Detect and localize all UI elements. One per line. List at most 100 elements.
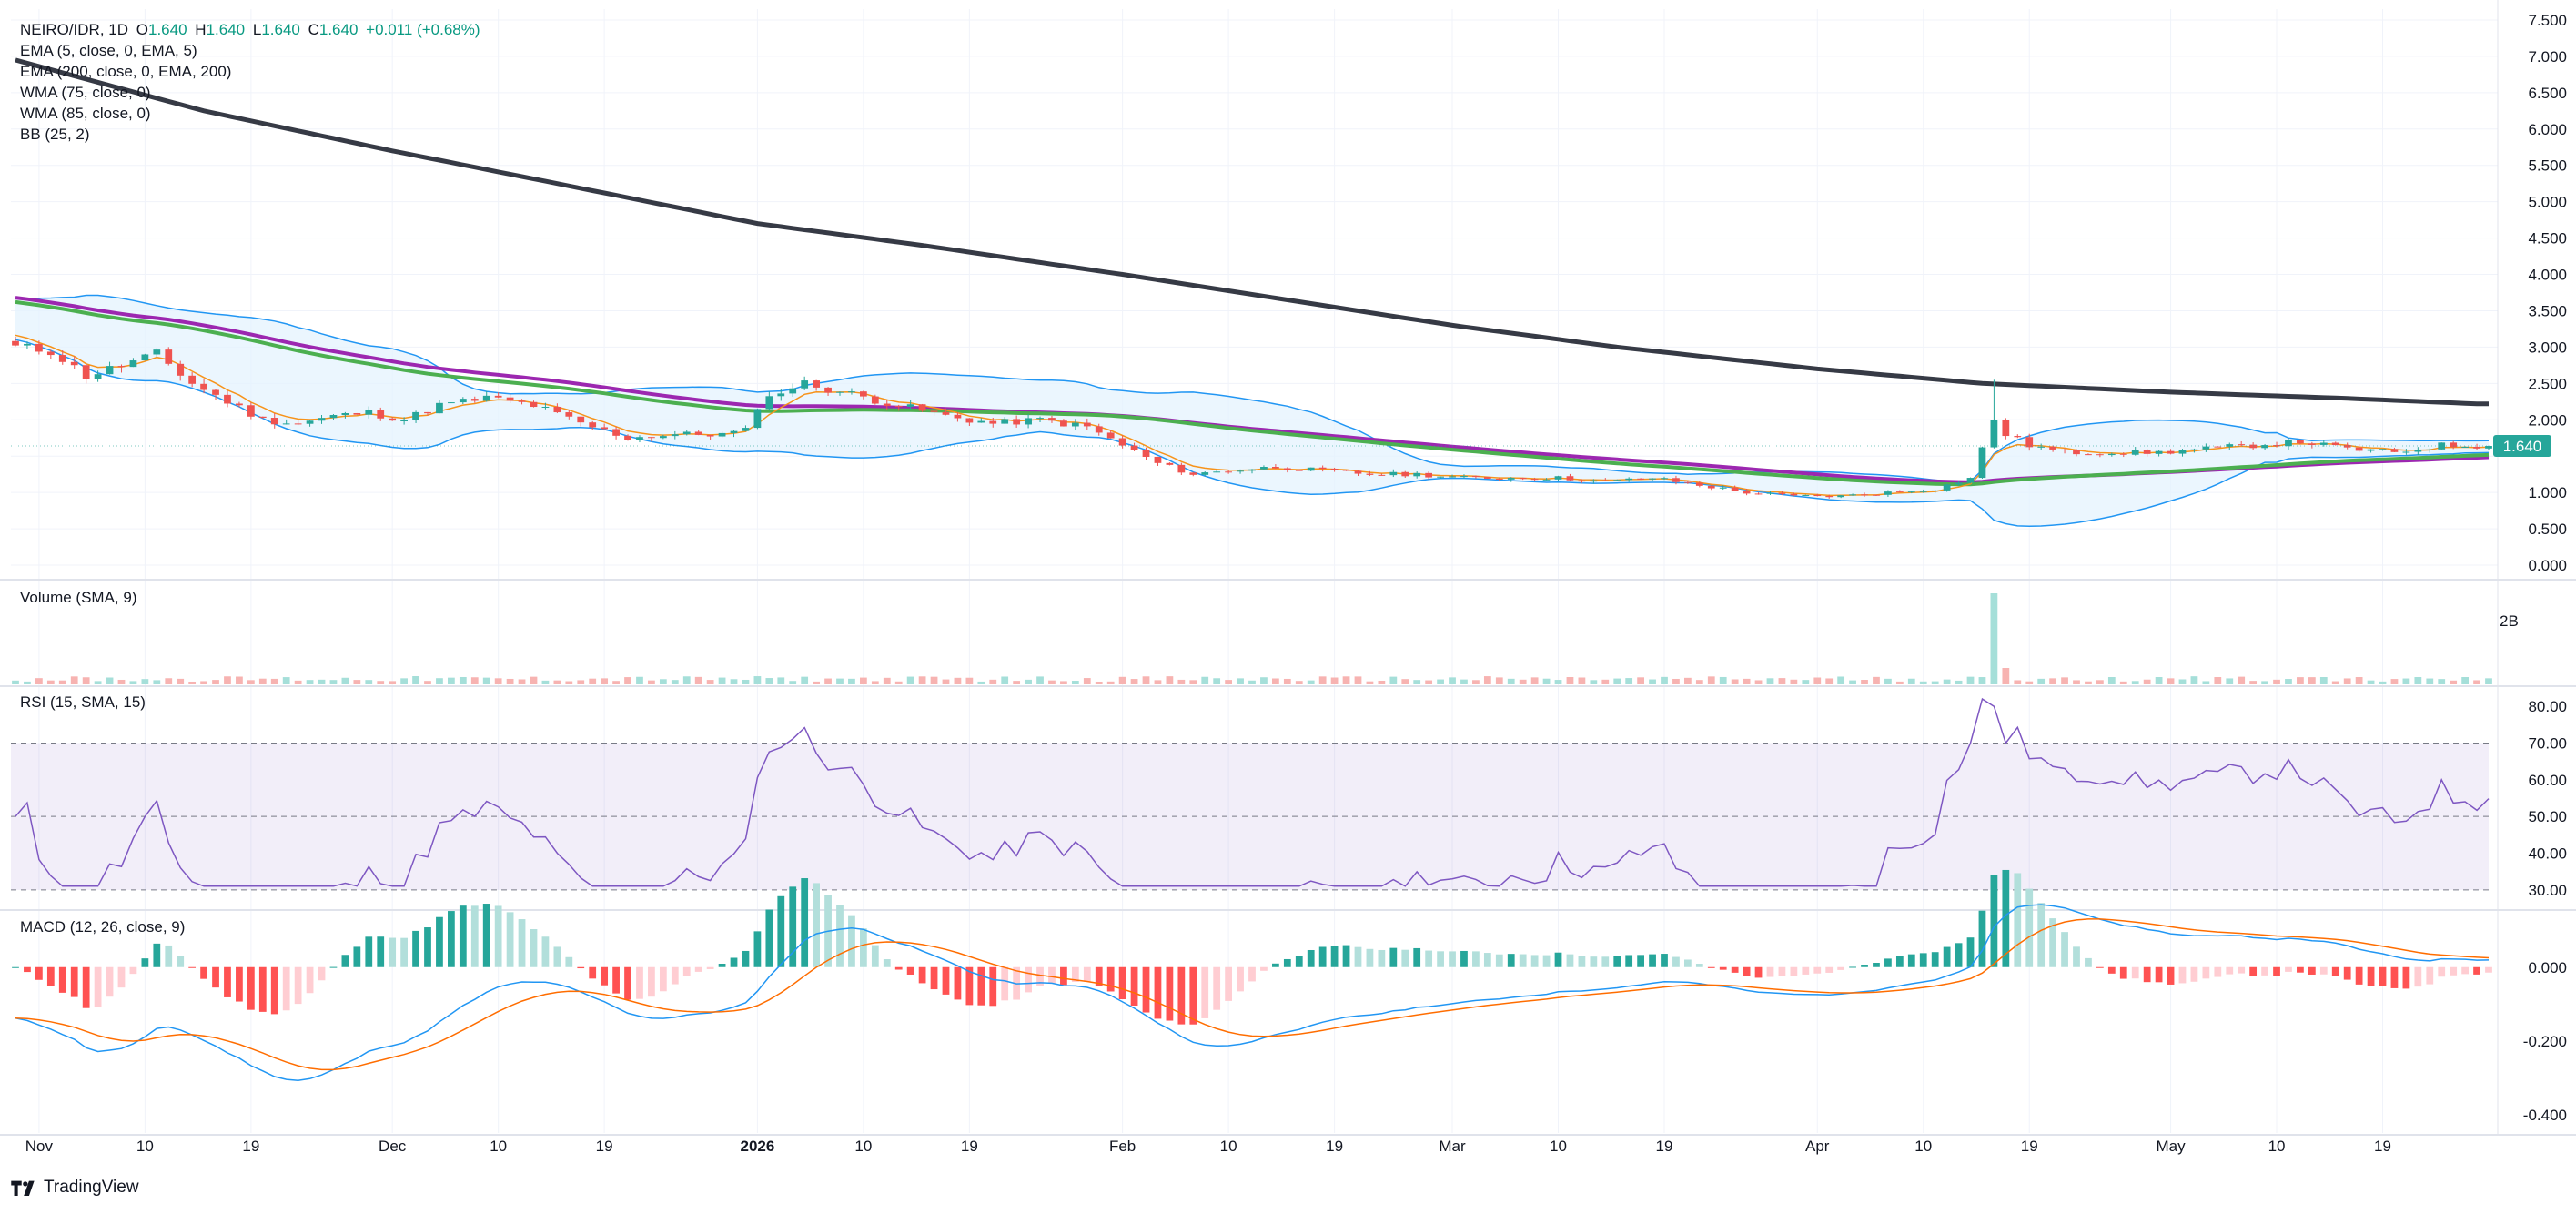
macd-hist-bar (1106, 966, 1115, 992)
volume-bar (789, 681, 797, 684)
volume-bar (329, 680, 338, 684)
volume-bar (2273, 679, 2280, 684)
volume-bar (1707, 676, 1715, 684)
candle-body (942, 411, 950, 415)
volume-bar (141, 679, 149, 684)
candle-body (294, 423, 302, 425)
volume-bar (2285, 679, 2292, 684)
macd-hist-bar (400, 937, 408, 967)
volume-bar (58, 680, 66, 684)
volume-bar (1378, 680, 1386, 684)
time-axis-label: Nov (25, 1138, 54, 1155)
macd-hist-bar (1601, 956, 1610, 967)
candle-body (129, 360, 137, 368)
candle-body (871, 396, 879, 404)
time-axis-label: 19 (596, 1138, 613, 1155)
candle-body (2202, 446, 2210, 450)
macd-hist-bar (871, 945, 879, 967)
macd-hist-bar (212, 966, 219, 988)
candle-body (1413, 472, 1421, 477)
indicator-ema200[interactable]: EMA (200, close, 0, EMA, 200) (20, 63, 232, 80)
price-axis-label: 5.000 (2528, 194, 2567, 211)
volume-bar (2107, 677, 2116, 684)
volume-bar (2085, 681, 2092, 684)
volume-bar (270, 678, 278, 684)
candle-body (389, 418, 397, 421)
volume-bar (1695, 680, 1703, 684)
macd-pane-title[interactable]: MACD (12, 26, close, 9) (20, 918, 186, 936)
volume-bar (541, 680, 550, 684)
volume-bar (482, 677, 490, 684)
time-axis-label: Apr (1805, 1138, 1830, 1155)
indicator-bb[interactable]: BB (25, 2) (20, 126, 90, 143)
macd-axis-label: -0.200 (2523, 1033, 2567, 1050)
macd-hist-bar (954, 966, 962, 1000)
volume-bar (1778, 678, 1786, 684)
volume-bar (942, 679, 950, 684)
tradingview-brand[interactable]: TradingView (11, 1178, 139, 1198)
candle-body (777, 393, 785, 397)
macd-hist-bar (601, 966, 609, 986)
macd-hist-bar (1707, 966, 1715, 968)
macd-hist-bar (1895, 956, 1904, 967)
candle-body (247, 405, 255, 417)
macd-hist-bar (1460, 950, 1468, 967)
volume-bar (2096, 680, 2104, 684)
macd-hist-bar (1990, 875, 1998, 967)
macd-hist-bar (801, 878, 809, 967)
candle-body (2273, 445, 2280, 447)
volume-bar (1661, 676, 1668, 684)
indicator-wma85[interactable]: WMA (85, close, 0) (20, 105, 151, 122)
candle-body (258, 416, 267, 419)
macd-hist-bar (2261, 966, 2268, 976)
macd-hist-bar (294, 966, 302, 1005)
volume-bar (2167, 678, 2175, 684)
volume-pane-title[interactable]: Volume (SMA, 9) (20, 589, 137, 606)
price-axis-label: 3.000 (2528, 339, 2567, 356)
symbol-label[interactable]: NEIRO/IDR, 1D (20, 21, 129, 38)
rsi-pane-title[interactable]: RSI (15, SMA, 15) (20, 693, 146, 711)
macd-hist-bar (1542, 955, 1551, 967)
candle-body (1990, 420, 1998, 448)
high-label: H (195, 21, 207, 38)
time-axis-label: 10 (490, 1138, 507, 1155)
macd-hist-bar (247, 966, 255, 1010)
macd-hist-bar (1884, 958, 1892, 967)
macd-hist-bar (577, 966, 585, 969)
volume-bar (565, 681, 573, 684)
volume-bar (530, 676, 538, 684)
candle-body (1449, 476, 1456, 478)
volume-bar (1873, 676, 1880, 684)
macd-hist-bar (506, 912, 514, 967)
volume-bar (1272, 678, 1279, 684)
chart-legend: NEIRO/IDR, 1D O1.640 H1.640 L1.640 C1.64… (20, 19, 480, 145)
volume-bar (1048, 680, 1056, 684)
candle-body (518, 400, 526, 402)
volume-bar (1978, 677, 1986, 684)
volume-bar (224, 676, 231, 684)
time-axis-label: Feb (1109, 1138, 1136, 1155)
macd-hist-bar (1719, 966, 1727, 970)
macd-hist-bar (1472, 951, 1480, 967)
macd-line (15, 904, 2490, 1081)
candle-body (706, 434, 714, 437)
volume-bar (1861, 679, 1868, 684)
candle-body (1955, 482, 1963, 485)
candle-body (894, 406, 903, 408)
candle-body (2485, 446, 2492, 449)
macd-hist-bar (2249, 966, 2258, 976)
macd-hist-bar (1613, 956, 1621, 967)
indicator-ema5[interactable]: EMA (5, close, 0, EMA, 5) (20, 42, 197, 59)
indicator-wma75[interactable]: WMA (75, close, 0) (20, 84, 151, 101)
volume-bar (1460, 679, 1468, 684)
rsi-axis-label: 70.00 (2528, 735, 2567, 753)
candle-body (70, 361, 78, 366)
volume-bar (930, 676, 938, 684)
candle-body (212, 389, 219, 395)
candle-body (117, 366, 126, 368)
volume-bar (836, 678, 844, 684)
volume-bar (1837, 676, 1845, 684)
volume-bar (459, 676, 467, 684)
